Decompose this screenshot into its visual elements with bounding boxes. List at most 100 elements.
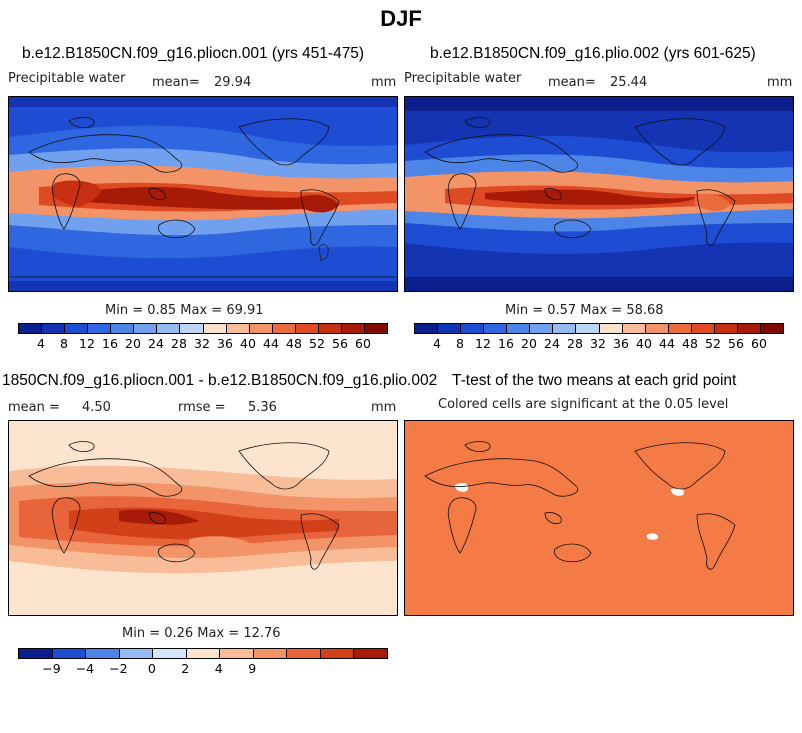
- colorbar-swatch: [19, 649, 53, 658]
- panel3-minmax: Min = 0.26 Max = 12.76: [122, 626, 281, 641]
- colorbar-swatch: [668, 324, 692, 333]
- panel3-colorbar: [18, 648, 388, 659]
- colorbar-swatch: [153, 649, 187, 658]
- colorbar-swatch: [180, 324, 204, 333]
- panel2-mean-label: mean=: [548, 75, 596, 90]
- colorbar-swatch: [691, 324, 715, 333]
- panel3-title: 1850CN.f09_g16.pliocn.001 - b.e12.B1850C…: [2, 372, 438, 389]
- panel2-map: [404, 96, 794, 292]
- colorbar-tick-label: 20: [125, 336, 141, 351]
- colorbar-swatch: [226, 324, 250, 333]
- panel3-rmse-value: 5.36: [248, 400, 277, 415]
- colorbar-swatch: [318, 324, 342, 333]
- colorbar-tick-label: 2: [181, 661, 190, 676]
- panel2-units: mm: [767, 75, 793, 90]
- colorbar-tick-label: 44: [263, 336, 279, 351]
- colorbar-swatch: [599, 324, 623, 333]
- colorbar-swatch: [737, 324, 761, 333]
- colorbar-swatch: [272, 324, 296, 333]
- colorbar-swatch: [42, 324, 66, 333]
- panel2-colorbar-ticks: 4 8 12 16 20 24 28 32 36 40 44 48 52 56 60: [414, 336, 782, 352]
- colorbar-tick-label: 0: [147, 661, 156, 676]
- colorbar-tick-label: 44: [659, 336, 675, 351]
- colorbar-tick-label: 32: [590, 336, 606, 351]
- colorbar-swatch: [119, 649, 154, 658]
- colorbar-swatch: [645, 324, 669, 333]
- panel2-variable: Precipitable water: [404, 71, 522, 86]
- panel4-title: T-test of the two means at each grid poi…: [452, 372, 737, 389]
- panel1-mean-label: mean=: [152, 75, 200, 90]
- colorbar-tick-label: 52: [309, 336, 325, 351]
- panel1-units: mm: [371, 75, 397, 90]
- colorbar-swatch: [220, 649, 254, 658]
- colorbar-swatch: [65, 324, 89, 333]
- colorbar-swatch: [249, 324, 273, 333]
- colorbar-tick-label: 4: [433, 336, 441, 351]
- panel3-map: [8, 420, 398, 616]
- figure-title: DJF: [380, 6, 422, 31]
- colorbar-tick-label: 40: [240, 336, 256, 351]
- colorbar-tick-label: 52: [705, 336, 721, 351]
- colorbar-tick-label: 12: [475, 336, 491, 351]
- colorbar-swatch: [461, 324, 485, 333]
- colorbar-swatch: [253, 649, 288, 658]
- colorbar-swatch: [760, 324, 783, 333]
- panel3-rmse-label: rmse =: [178, 400, 226, 415]
- colorbar-swatch: [415, 324, 439, 333]
- colorbar-tick-label: 48: [682, 336, 698, 351]
- panel2-minmax: Min = 0.57 Max = 58.68: [505, 303, 664, 318]
- colorbar-tick-label: 12: [79, 336, 95, 351]
- colorbar-tick-label: 24: [544, 336, 560, 351]
- colorbar-tick-label: −9: [42, 661, 61, 676]
- colorbar-tick-label: 48: [286, 336, 302, 351]
- colorbar-tick-label: 36: [217, 336, 233, 351]
- colorbar-swatch: [287, 649, 321, 658]
- panel1-colorbar-ticks: 4 8 12 16 20 24 28 32 36 40 44 48 52 56 60: [18, 336, 386, 352]
- colorbar-tick-label: 56: [728, 336, 744, 351]
- colorbar-swatch: [134, 324, 158, 333]
- panel3-colorbar-ticks: −9 −4 −2 0 2 4 9: [18, 661, 386, 677]
- panel1-title: b.e12.B1850CN.f09_g16.pliocn.001 (yrs 45…: [22, 45, 365, 62]
- colorbar-swatch: [203, 324, 227, 333]
- colorbar-swatch: [364, 324, 387, 333]
- panel4-map: [404, 420, 794, 616]
- colorbar-tick-label: 60: [751, 336, 767, 351]
- colorbar-swatch: [484, 324, 508, 333]
- colorbar-tick-label: 56: [332, 336, 348, 351]
- panel2-mean-value: 25.44: [610, 75, 648, 90]
- colorbar-swatch: [341, 324, 365, 333]
- colorbar-tick-label: 16: [498, 336, 514, 351]
- colorbar-swatch: [622, 324, 646, 333]
- colorbar-tick-label: 40: [636, 336, 652, 351]
- colorbar-swatch: [530, 324, 554, 333]
- colorbar-swatch: [111, 324, 135, 333]
- colorbar-tick-label: 24: [148, 336, 164, 351]
- colorbar-swatch: [157, 324, 181, 333]
- panel3-units: mm: [371, 400, 397, 415]
- panel3-mean-label: mean =: [8, 400, 60, 415]
- colorbar-tick-label: 8: [60, 336, 68, 351]
- colorbar-swatch: [320, 649, 355, 658]
- colorbar-tick-label: −2: [109, 661, 128, 676]
- colorbar-swatch: [714, 324, 738, 333]
- panel2-title: b.e12.B1850CN.f09_g16.plio.002 (yrs 601-…: [430, 45, 756, 62]
- colorbar-tick-label: 16: [102, 336, 118, 351]
- colorbar-swatch: [88, 324, 112, 333]
- colorbar-swatch: [86, 649, 120, 658]
- panel1-colorbar: [18, 323, 388, 334]
- colorbar-tick-label: 60: [355, 336, 371, 351]
- colorbar-swatch: [507, 324, 531, 333]
- colorbar-swatch: [438, 324, 462, 333]
- colorbar-tick-label: 8: [456, 336, 464, 351]
- colorbar-swatch: [295, 324, 319, 333]
- panel1-map: [8, 96, 398, 292]
- colorbar-swatch: [186, 649, 221, 658]
- panel3-mean-value: 4.50: [82, 400, 111, 415]
- colorbar-swatch: [576, 324, 600, 333]
- colorbar-tick-label: 4: [37, 336, 45, 351]
- panel2-colorbar: [414, 323, 784, 334]
- panel1-variable: Precipitable water: [8, 71, 126, 86]
- colorbar-swatch: [19, 324, 43, 333]
- colorbar-tick-label: 20: [521, 336, 537, 351]
- colorbar-swatch: [52, 649, 87, 658]
